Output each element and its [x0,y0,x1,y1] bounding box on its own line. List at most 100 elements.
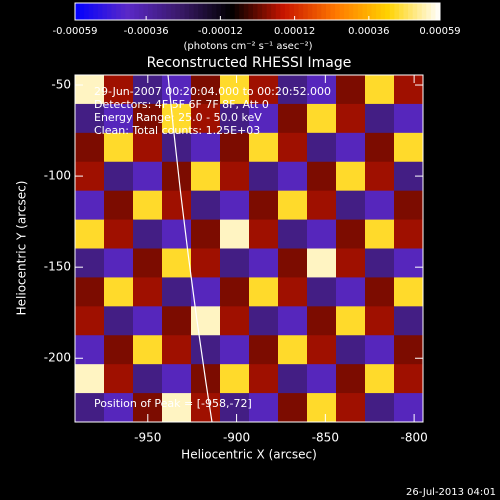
colorbar-step [271,3,277,20]
pixel [104,248,134,278]
colorbar-step [202,3,208,20]
colorbar-tick-label: 0.00059 [419,26,460,37]
pixel [162,335,192,365]
colorbar-step [125,3,131,20]
pixel [278,393,308,422]
annotation: Clean: Total counts: 1.25E+03 [94,124,260,137]
pixel [133,248,163,278]
pixel [249,248,279,278]
colorbar-step [252,3,258,20]
pixel [191,190,221,221]
pixel [394,75,423,105]
colorbar-step [216,3,222,20]
colorbar-step [298,3,304,20]
pixel [75,190,105,221]
pixel [278,306,308,336]
pixel [191,132,221,163]
pixel [336,103,366,134]
pixel [104,364,134,394]
pixel [220,75,250,105]
pixel [133,306,163,336]
colorbar-step [134,3,140,20]
colorbar-step [426,3,432,20]
colorbar-tick-label: 0.00012 [274,26,315,37]
colorbar-step [116,3,122,20]
pixel [104,190,134,221]
pixel [365,364,395,394]
colorbar-step [152,3,158,20]
pixel [365,219,395,249]
colorbar-step [335,3,341,20]
pixel [104,306,134,336]
pixel [278,364,308,394]
pixel [133,219,163,249]
pixel [220,161,250,192]
colorbar-step [303,3,309,20]
pixel [162,190,192,221]
pixel [162,248,192,278]
pixel [307,132,337,163]
pixel [307,161,337,192]
x-tick-label: -900 [223,431,250,445]
colorbar-step [362,3,368,20]
pixel [220,277,250,307]
colorbar-step [380,3,386,20]
colorbar-step [294,3,300,20]
pixel [191,219,221,249]
colorbar-step [102,3,108,20]
image [75,75,423,422]
pixel [307,364,337,394]
pixel [365,75,395,105]
colorbar-step [166,3,172,20]
limb [167,75,213,422]
x-axis-label: Heliocentric X (arcsec) [181,448,317,462]
axes: -950 -900 -850 -800 -50 -100 -150 -200 [44,75,428,445]
colorbar-step [367,3,373,20]
pixel [278,248,308,278]
pixel [104,161,134,192]
colorbar-step [225,3,231,20]
pixel [278,103,308,134]
colorbar-step [339,3,345,20]
colorbar-step [403,3,409,20]
colorbar-step [248,3,254,20]
pixel [365,248,395,278]
colorbar-step [325,3,331,20]
pixel [162,364,192,394]
pixel [365,335,395,365]
colorbar-step [175,3,181,20]
pixel [336,161,366,192]
colorbar-step [97,3,103,20]
pixel [75,75,105,105]
pixel [220,132,250,163]
pixel [249,190,279,221]
pixel [75,364,105,394]
pixel [394,248,423,278]
pixel [162,161,192,192]
pixel [394,103,423,134]
pixel [249,103,279,134]
x-tick-label: -850 [312,431,339,445]
pixel [394,190,423,221]
pixel [133,190,163,221]
colorbar-step [353,3,359,20]
pixel [75,277,105,307]
pixel [75,393,105,422]
pixel [220,393,250,422]
colorbar-step [266,3,272,20]
pixel [394,306,423,336]
colorbar-step [421,3,427,20]
colorbar-step [312,3,318,20]
pixel [394,132,423,163]
pixel [394,364,423,394]
annotation: Energy Range: 25.0 - 50.0 keV [94,111,262,124]
colorbar-step [394,3,400,20]
pixel [133,103,163,134]
colorbar-tick-label: -0.00012 [198,26,243,37]
pixel [191,277,221,307]
colorbar-step [417,3,423,20]
colorbar-step [79,3,85,20]
peak-label: Position of Peak = [-958,-72] [94,397,252,410]
pixel [220,335,250,365]
